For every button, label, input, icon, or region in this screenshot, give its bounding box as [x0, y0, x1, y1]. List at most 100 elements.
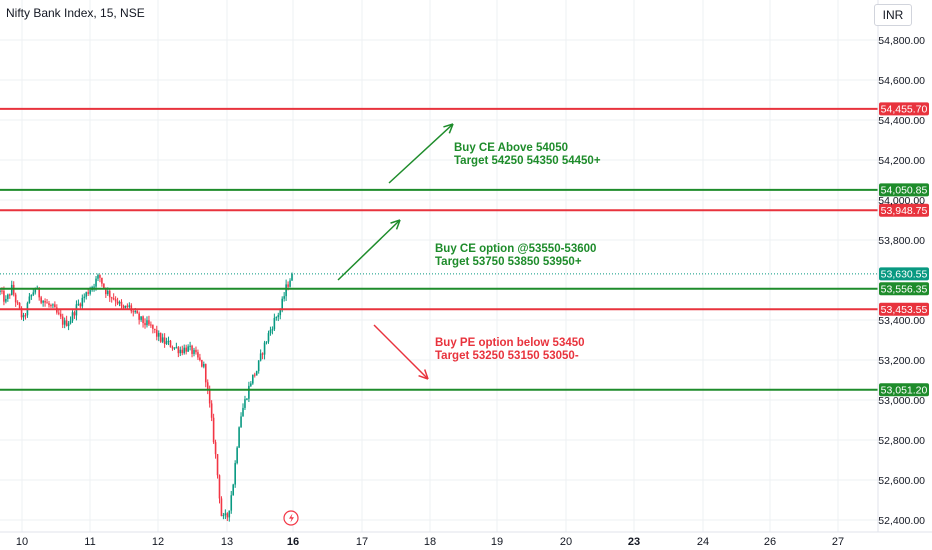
- chart-symbol-title[interactable]: Nifty Bank Index, 15, NSE: [6, 6, 145, 20]
- candle-body: [250, 383, 252, 386]
- candles-layer: [0, 272, 293, 522]
- level-price-tag: [879, 383, 929, 397]
- event-flash-icon[interactable]: [283, 510, 299, 526]
- candle-body: [79, 303, 82, 307]
- annotation-line-2: Target 53250 53150 53050-: [435, 350, 579, 362]
- candle-body: [105, 287, 107, 295]
- level-price-tag: [879, 302, 929, 316]
- candle-body: [199, 357, 201, 361]
- annotation-line-1: Buy CE Above 54050: [454, 142, 568, 154]
- buy-pe-arrow[interactable]: [373, 324, 429, 380]
- candle-body: [44, 301, 46, 303]
- candle-body: [183, 347, 186, 354]
- candle-body: [14, 294, 17, 303]
- candle-body: [128, 305, 131, 307]
- candle-body: [85, 292, 88, 297]
- candle-body: [42, 301, 44, 303]
- y-tick-label: 52,800.00: [878, 435, 925, 447]
- candle-body: [169, 340, 172, 348]
- candle-body: [287, 284, 289, 287]
- candle-body: [206, 382, 209, 390]
- candle-body: [275, 317, 278, 319]
- candle-body: [185, 347, 187, 352]
- candle-body: [252, 374, 254, 384]
- candle-body: [165, 341, 168, 344]
- y-tick-label: 54,000.00: [878, 195, 925, 207]
- y-tick-label: 54,200.00: [878, 155, 925, 167]
- candle-body: [118, 301, 121, 304]
- candle-body: [187, 346, 189, 352]
- candle-body: [273, 317, 276, 330]
- levels-layer: 54,455.70 54,050.85 53,948.75 53,556.35 53,4…: [0, 102, 929, 397]
- candle-body: [65, 320, 68, 327]
- y-tick-label: 53,000.00: [878, 395, 925, 407]
- candle-body: [214, 442, 217, 455]
- y-tick-label: 54,800.00: [878, 35, 925, 47]
- candle-body: [161, 337, 164, 342]
- candle-body: [5, 298, 7, 302]
- candle-body: [204, 364, 207, 383]
- candle-body: [112, 298, 115, 300]
- candle-body: [28, 296, 31, 304]
- candle-body: [291, 273, 293, 281]
- candle-body: [122, 306, 125, 308]
- level-price-tag: [879, 183, 929, 197]
- x-tick-label: 18: [424, 536, 436, 548]
- candle-body: [242, 407, 244, 417]
- x-tick-label: 27: [832, 536, 844, 548]
- candle-body: [71, 312, 74, 321]
- time-axis[interactable]: 10 11 12 13 16 17 18 19 20 23 24 26 27: [16, 536, 844, 548]
- candle-body: [203, 364, 205, 367]
- x-tick-label: 11: [84, 536, 95, 548]
- candle-body: [52, 304, 54, 306]
- candle-body: [87, 292, 89, 294]
- candle-body: [228, 510, 231, 518]
- candle-body: [163, 337, 166, 344]
- candle-body: [226, 513, 229, 518]
- buy-ce-arrow[interactable]: [388, 123, 454, 184]
- candle-body: [57, 312, 60, 314]
- annotation-line-1: Buy CE option @53550-53600: [435, 243, 596, 255]
- candle-body: [191, 345, 193, 354]
- candle-body: [177, 347, 180, 354]
- candle-body: [99, 275, 101, 278]
- chart-grid: [0, 0, 878, 532]
- candle-body: [197, 352, 199, 358]
- y-tick-label: 52,600.00: [878, 475, 925, 487]
- candle-body: [1, 290, 3, 292]
- candle-body: [126, 305, 129, 307]
- candle-body: [138, 313, 140, 320]
- candle-body: [97, 275, 99, 279]
- candle-body: [108, 290, 111, 298]
- y-tick-label: 53,800.00: [878, 235, 925, 247]
- candle-body: [81, 297, 84, 307]
- y-tick-label: 54,600.00: [878, 75, 925, 87]
- candle-body: [230, 495, 233, 511]
- candle-body: [179, 349, 182, 354]
- x-tick-label: 12: [152, 536, 164, 548]
- x-tick-label: 24: [697, 536, 709, 548]
- candle-body: [10, 284, 13, 295]
- candle-body: [67, 323, 70, 327]
- candle-body: [69, 320, 72, 324]
- candle-body: [224, 513, 227, 516]
- level-price-tag: [879, 282, 929, 296]
- price-axis[interactable]: 54,800.00 54,600.00 54,400.00 54,200.00 54,0…: [878, 35, 925, 527]
- candle-body: [281, 298, 284, 311]
- candle-body: [269, 329, 272, 334]
- candle-body: [3, 290, 5, 302]
- candle-body: [34, 289, 37, 293]
- level-price-label: 54,455.70: [881, 104, 928, 116]
- x-tick-label: 26: [764, 536, 776, 548]
- level-price-label: 53,051.20: [881, 385, 928, 397]
- candle-body: [63, 320, 66, 325]
- candle-body: [134, 311, 137, 313]
- candle-body: [159, 333, 162, 342]
- currency-button[interactable]: INR: [874, 4, 912, 26]
- candle-body: [136, 311, 138, 314]
- candle-body: [32, 292, 35, 295]
- buy-ce-option-arrow[interactable]: [337, 219, 401, 281]
- level-price-label: 53,556.35: [881, 284, 928, 296]
